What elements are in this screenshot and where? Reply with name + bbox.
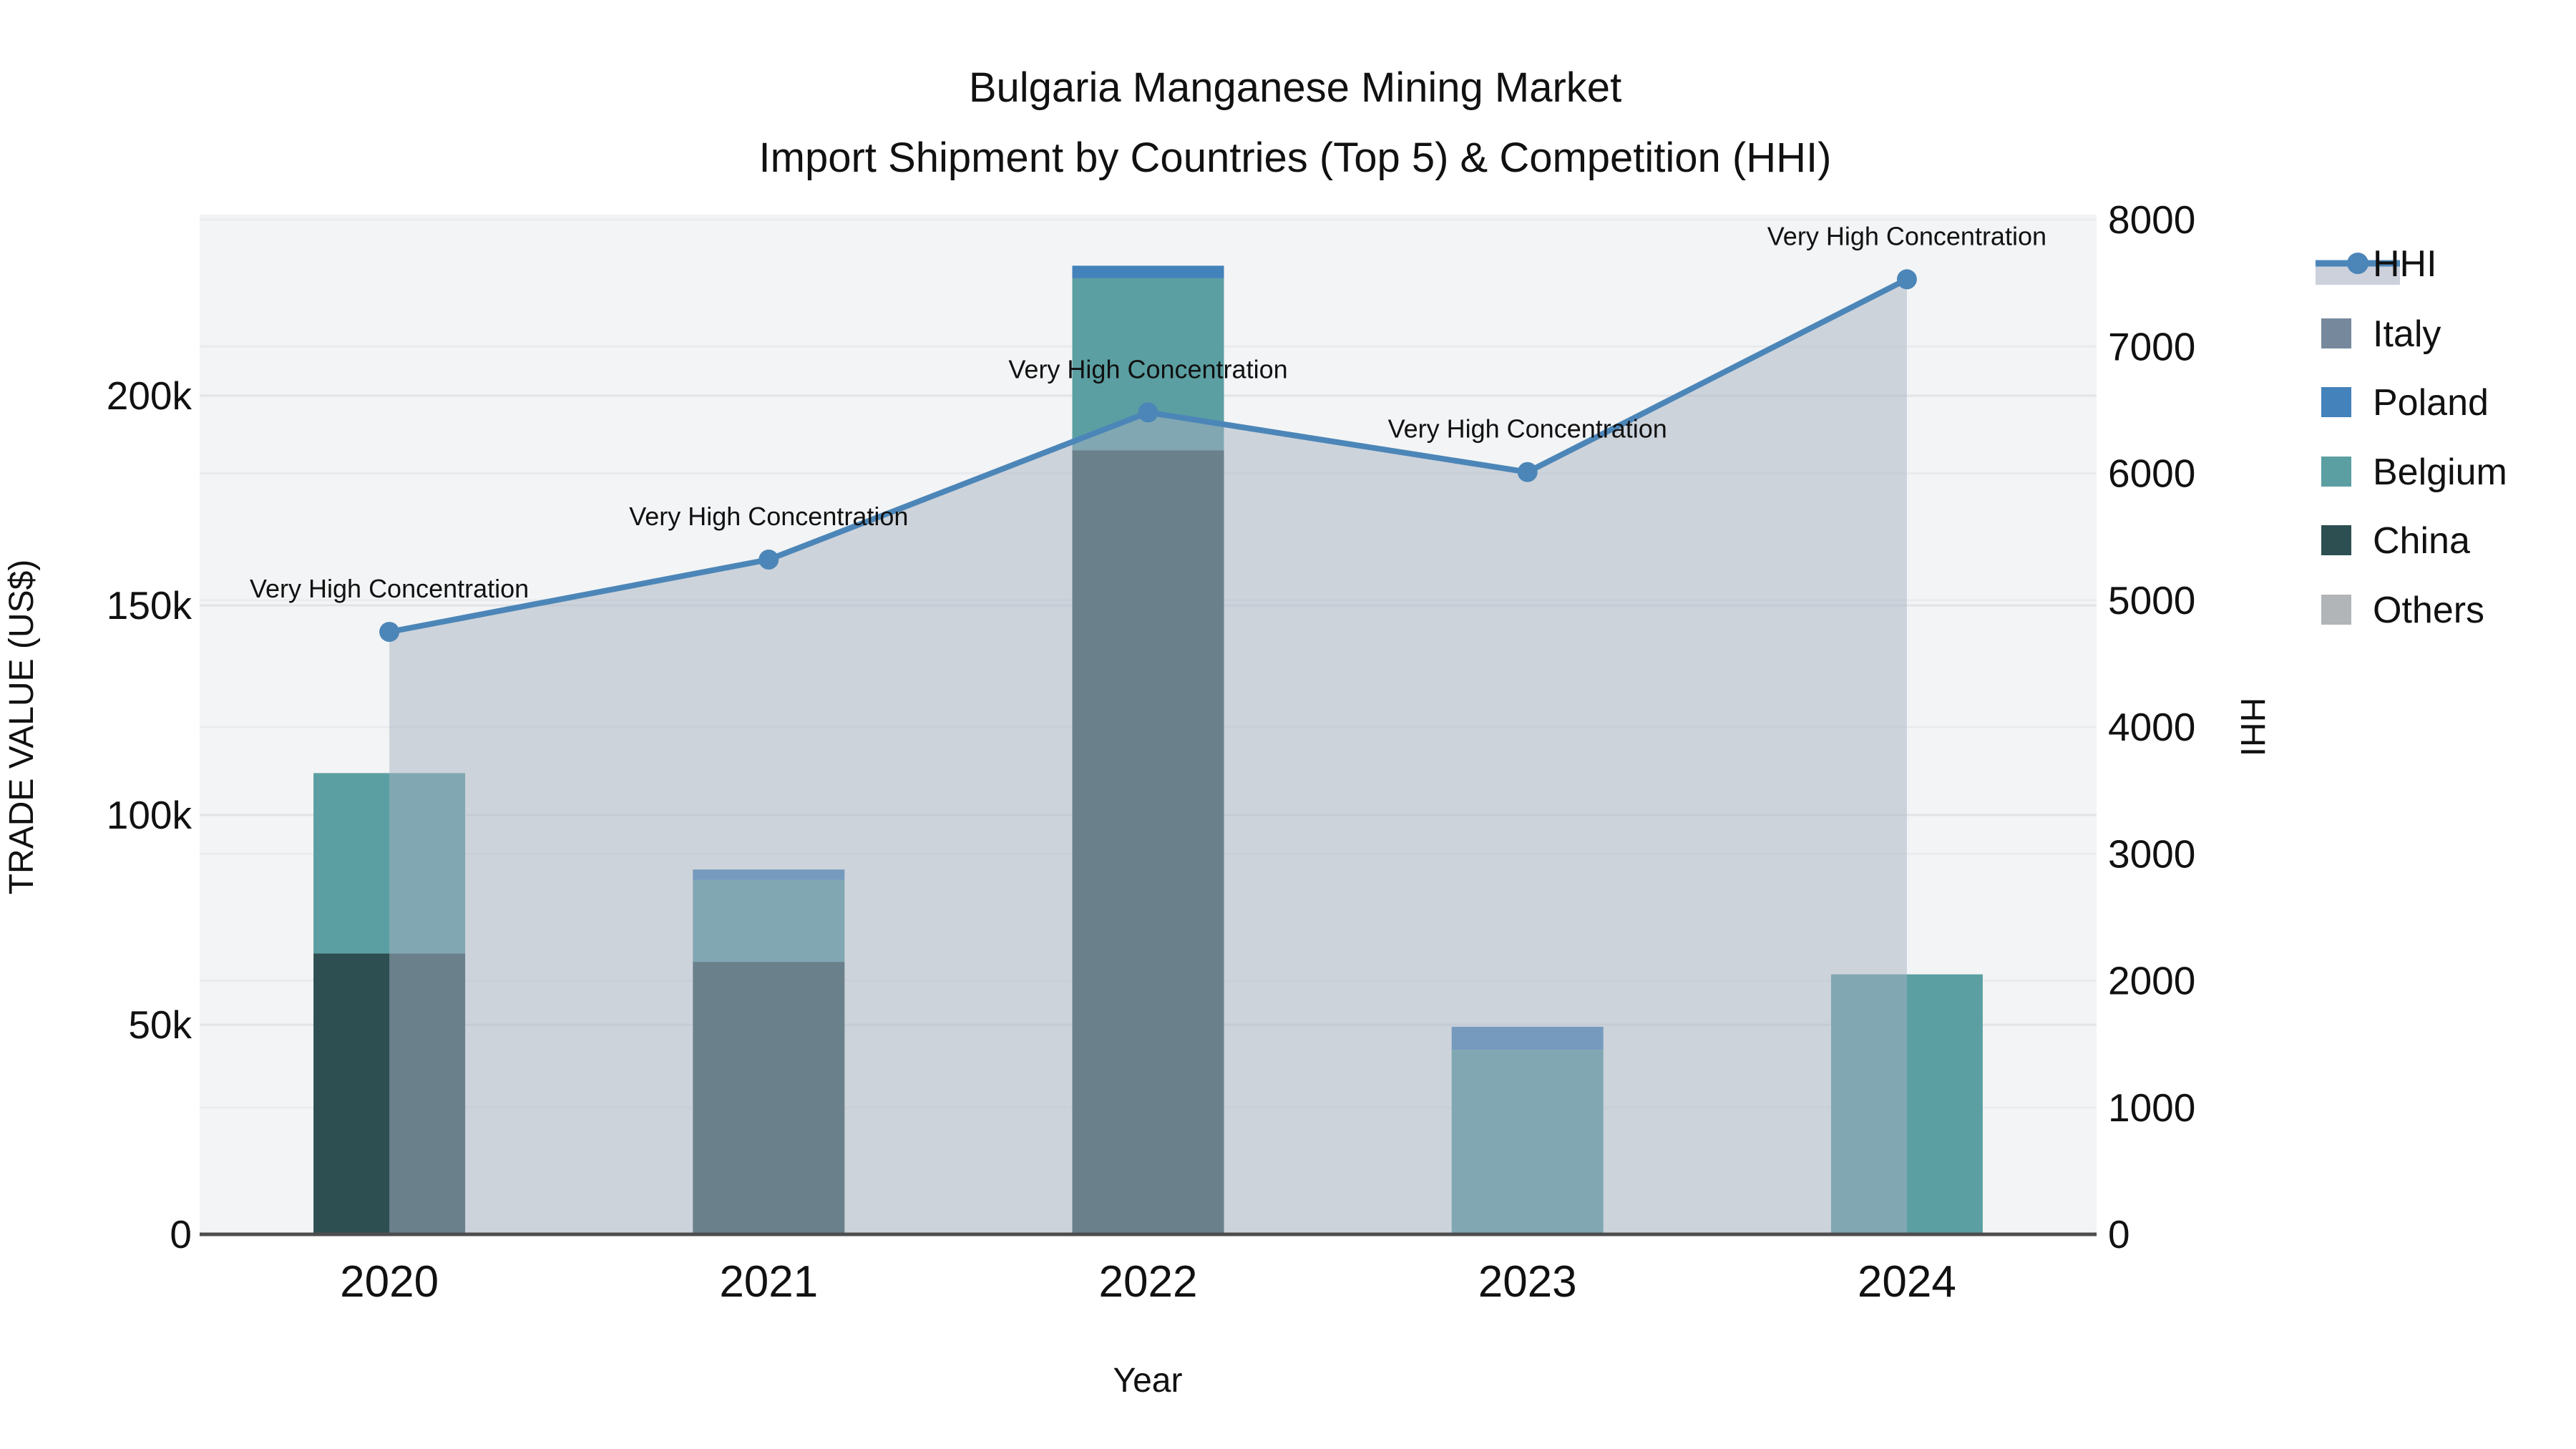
hhi-annotation-2021: Very High Concentration: [629, 502, 908, 531]
y-left-tick-100k: 100k: [107, 793, 192, 837]
legend-item-belgium[interactable]: Belgium: [2321, 452, 2507, 493]
bar-segment-poland-2022[interactable]: [1072, 265, 1224, 278]
y-left-axis-title: TRADE VALUE (US$): [3, 560, 41, 895]
legend-label-italy: Italy: [2373, 313, 2441, 355]
y-right-tick-2000: 2000: [2108, 959, 2195, 1003]
legend-item-italy[interactable]: Italy: [2321, 313, 2441, 355]
y-right-tick-7000: 7000: [2108, 324, 2195, 369]
hhi-line-layer: [379, 269, 1917, 643]
legend-label-poland: Poland: [2373, 382, 2489, 424]
x-tick-2021: 2021: [719, 1257, 818, 1307]
y-right-tick-3000: 3000: [2108, 831, 2195, 876]
legend-label-belgium: Belgium: [2373, 452, 2507, 493]
x-axis-title: Year: [1113, 1362, 1183, 1400]
hhi-annotation-2020: Very High Concentration: [250, 574, 529, 603]
x-tick-2024: 2024: [1858, 1257, 1956, 1307]
legend-label-hhi: HHI: [2373, 243, 2437, 285]
hhi-marker-2020[interactable]: [379, 622, 400, 643]
y-left-tick-50k: 50k: [128, 1002, 192, 1047]
tick-label-layer: 0 50k 100k 150k 200k 0 1000 2000 3000 4000 5000 600…: [107, 197, 2196, 1307]
y-right-tick-0: 0: [2108, 1212, 2130, 1257]
legend-item-poland[interactable]: Poland: [2321, 382, 2489, 424]
legend-swatch-italy: [2321, 318, 2351, 348]
hhi-area-layer: [389, 279, 1907, 1234]
annotation-layer: Very High Concentration Very High Concent…: [250, 221, 2046, 603]
hhi-annotation-2023: Very High Concentration: [1388, 414, 1667, 444]
hhi-marker-2022[interactable]: [1138, 402, 1158, 423]
x-tick-2020: 2020: [340, 1257, 439, 1307]
y-left-tick-0: 0: [170, 1212, 192, 1257]
y-right-tick-6000: 6000: [2108, 452, 2195, 496]
y-left-tick-150k: 150k: [107, 583, 192, 628]
y-right-tick-5000: 5000: [2108, 578, 2195, 623]
hhi-marker-2021[interactable]: [758, 550, 779, 570]
legend-hhi-marker-swatch: [2347, 253, 2368, 274]
x-tick-2022: 2022: [1099, 1257, 1198, 1307]
y-right-tick-4000: 4000: [2108, 705, 2195, 749]
hhi-annotation-2022: Very High Concentration: [1008, 354, 1287, 384]
y-left-tick-200k: 200k: [107, 374, 192, 418]
hhi-marker-2023[interactable]: [1517, 462, 1538, 482]
y-right-tick-1000: 1000: [2108, 1085, 2195, 1130]
legend-swatch-others: [2321, 595, 2351, 625]
hhi-marker-2024[interactable]: [1896, 269, 1917, 290]
hhi-area-fill: [389, 279, 1907, 1234]
legend-item-hhi[interactable]: HHI: [2316, 243, 2437, 285]
hhi-annotation-2024: Very High Concentration: [1767, 221, 2046, 250]
legend: HHI Italy Poland Belgium China Others: [2316, 243, 2507, 631]
legend-label-others: Others: [2373, 590, 2484, 631]
y-right-tick-8000: 8000: [2108, 197, 2195, 242]
y-right-axis-title: HHI: [2233, 698, 2271, 757]
legend-swatch-belgium: [2321, 457, 2351, 487]
legend-swatch-poland: [2321, 387, 2351, 417]
legend-item-china[interactable]: China: [2321, 520, 2470, 562]
chart-title: Bulgaria Manganese Mining Market: [969, 64, 1621, 111]
chart-subtitle: Import Shipment by Countries (Top 5) & C…: [759, 135, 1832, 181]
legend-label-china: China: [2373, 520, 2470, 562]
x-tick-2023: 2023: [1478, 1257, 1577, 1307]
legend-item-others[interactable]: Others: [2321, 590, 2484, 631]
legend-swatch-china: [2321, 525, 2351, 555]
